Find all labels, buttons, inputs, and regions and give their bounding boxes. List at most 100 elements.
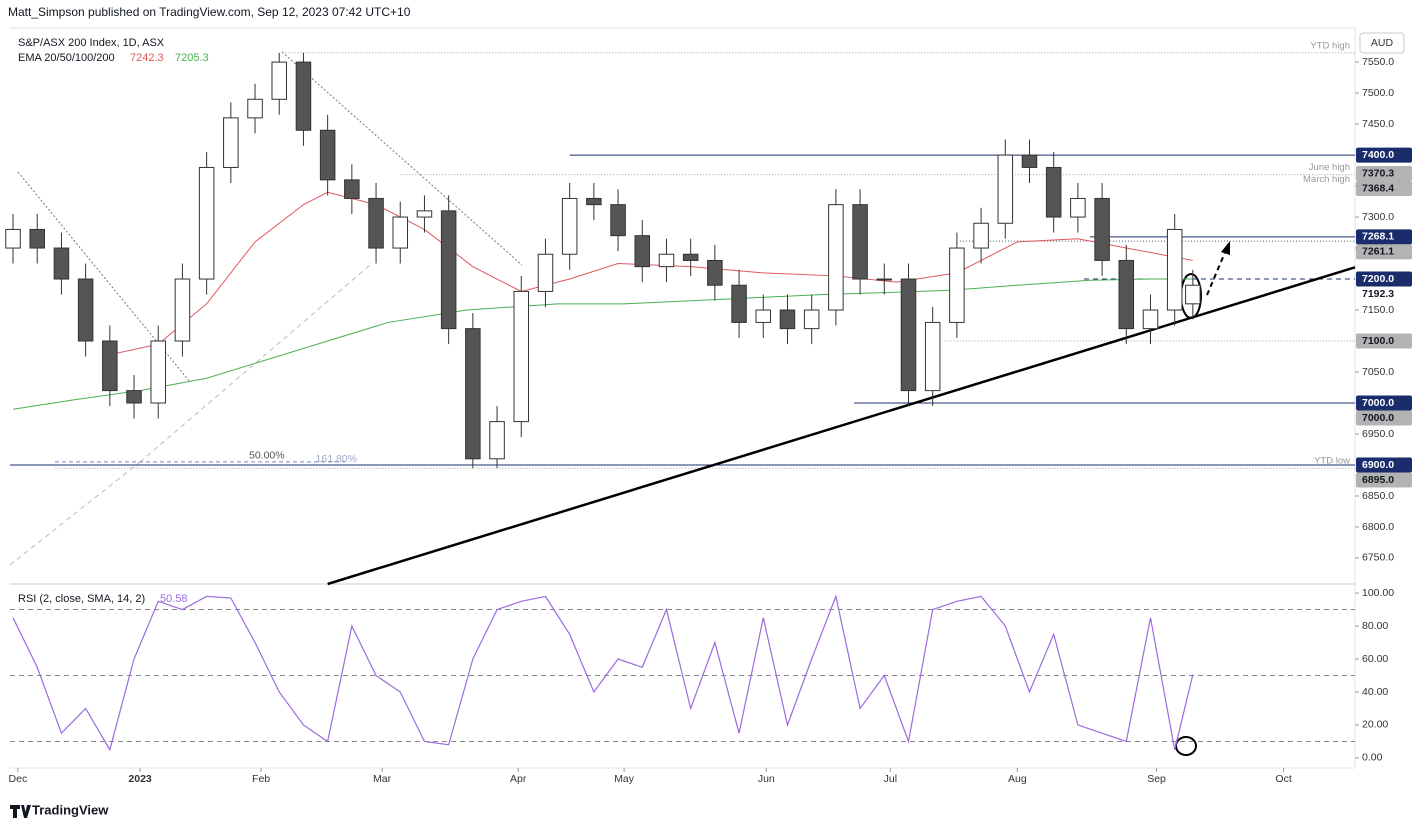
candle-body <box>295 61 312 131</box>
y-tick-label: 7300.0 <box>1362 211 1394 223</box>
candle-body <box>440 210 457 330</box>
level-label: YTD high <box>1310 40 1350 51</box>
candle-body <box>537 253 554 292</box>
x-tick-label: Mar <box>373 773 392 785</box>
x-tick-label: May <box>614 773 635 785</box>
candle-body <box>586 197 602 206</box>
candle-body <box>973 222 989 249</box>
x-tick-label: Sep <box>1147 773 1166 785</box>
candle-body <box>852 204 868 280</box>
price-label-box <box>1356 395 1412 411</box>
candle-body <box>29 228 45 249</box>
indicator-value: 7242.3 <box>130 52 164 64</box>
x-tick-label: Jul <box>884 773 897 785</box>
price-label: 7400.0 <box>1362 149 1394 161</box>
y-tick-label: 7050.0 <box>1362 366 1394 378</box>
price-label-box <box>1356 472 1412 488</box>
x-tick-label: Dec <box>9 773 28 785</box>
candle-body <box>803 309 820 330</box>
candle-body <box>682 253 699 261</box>
price-label: 7100.0 <box>1362 335 1394 347</box>
price-label: 7370.3 <box>1362 167 1394 179</box>
publisher: Matt_Simpson published on TradingView.co… <box>8 5 411 19</box>
fib-label: 50.00% <box>249 450 285 462</box>
candle-body <box>658 253 675 268</box>
currency-box[interactable] <box>1359 32 1405 54</box>
candle-body <box>1118 259 1135 330</box>
candle-body <box>198 166 215 280</box>
candle-body <box>561 197 578 255</box>
price-label-box <box>1356 244 1412 260</box>
candle-body <box>368 197 384 249</box>
y-tick-label: 6950.0 <box>1362 428 1394 440</box>
candle-body <box>489 421 505 460</box>
candle-body <box>247 98 263 119</box>
candle-body <box>392 216 409 249</box>
rsi-value: 50.58 <box>160 593 188 605</box>
candle-body <box>876 278 893 281</box>
y-tick-label: 6800.0 <box>1362 521 1394 533</box>
price-label: 7000.0 <box>1362 412 1394 424</box>
candle-body <box>997 154 1014 224</box>
price-label-box <box>1356 147 1412 163</box>
indicator-value: 7205.3 <box>175 52 209 64</box>
candle-body <box>1142 309 1159 330</box>
candle-body <box>1070 197 1086 218</box>
price-label-box <box>1356 286 1412 302</box>
x-tick-label: Aug <box>1008 773 1027 785</box>
y-tick-label: 7500.0 <box>1362 87 1394 99</box>
level-label: March high <box>1303 174 1350 185</box>
rsi-line <box>12 594 1194 752</box>
y-tick-label: 6850.0 <box>1362 490 1394 502</box>
candle-body <box>344 179 360 199</box>
y-tick-label: 60.00 <box>1362 653 1388 665</box>
candle-body <box>319 129 336 181</box>
price-label: 6895.0 <box>1362 474 1394 486</box>
candle-body <box>610 204 626 237</box>
y-tick-label: 100.00 <box>1362 587 1394 599</box>
candle-body <box>513 290 530 423</box>
candle-body <box>828 204 844 311</box>
logo <box>10 805 31 818</box>
level-label: June high <box>1309 162 1350 173</box>
candle-body <box>707 259 723 286</box>
candle-body <box>1185 284 1201 305</box>
candle-body <box>1166 228 1183 311</box>
y-tick-label: 0.00 <box>1362 752 1383 764</box>
price-label: 7368.4 <box>1362 182 1394 194</box>
price-label-box <box>1356 271 1412 287</box>
y-tick-label: 7150.0 <box>1362 304 1394 316</box>
price-label: 7192.3 <box>1362 288 1394 300</box>
drawing <box>17 171 191 383</box>
candle-body <box>1021 154 1038 168</box>
candle-body <box>271 61 288 100</box>
price-label: 6900.0 <box>1362 459 1394 471</box>
price-label-box <box>1356 410 1412 426</box>
candle-body <box>174 278 191 342</box>
candle-body <box>223 117 239 168</box>
candle-body <box>949 247 965 323</box>
y-tick-label: 20.00 <box>1362 719 1388 731</box>
candle-body <box>634 235 651 268</box>
currency: AUD <box>1371 37 1394 49</box>
drawing <box>9 461 141 566</box>
drawing <box>281 51 523 266</box>
candle-body <box>731 284 747 323</box>
fib-label: 161.80% <box>316 453 357 465</box>
x-tick-label: Jun <box>758 773 775 785</box>
candle-body <box>755 309 772 323</box>
candle-body <box>5 228 21 249</box>
drawing <box>139 264 371 463</box>
price-label: 7200.0 <box>1362 273 1394 285</box>
arrow <box>1206 249 1227 296</box>
price-label-box <box>1356 333 1412 349</box>
candle-body <box>900 278 917 392</box>
rsi-title: RSI (2, close, SMA, 14, 2) <box>18 593 145 605</box>
trendline <box>327 266 1356 586</box>
chart-title: S&P/ASX 200 Index, 1D, ASX <box>18 37 165 49</box>
x-tick-label: 2023 <box>128 773 152 785</box>
brand: TradingView <box>32 802 109 817</box>
